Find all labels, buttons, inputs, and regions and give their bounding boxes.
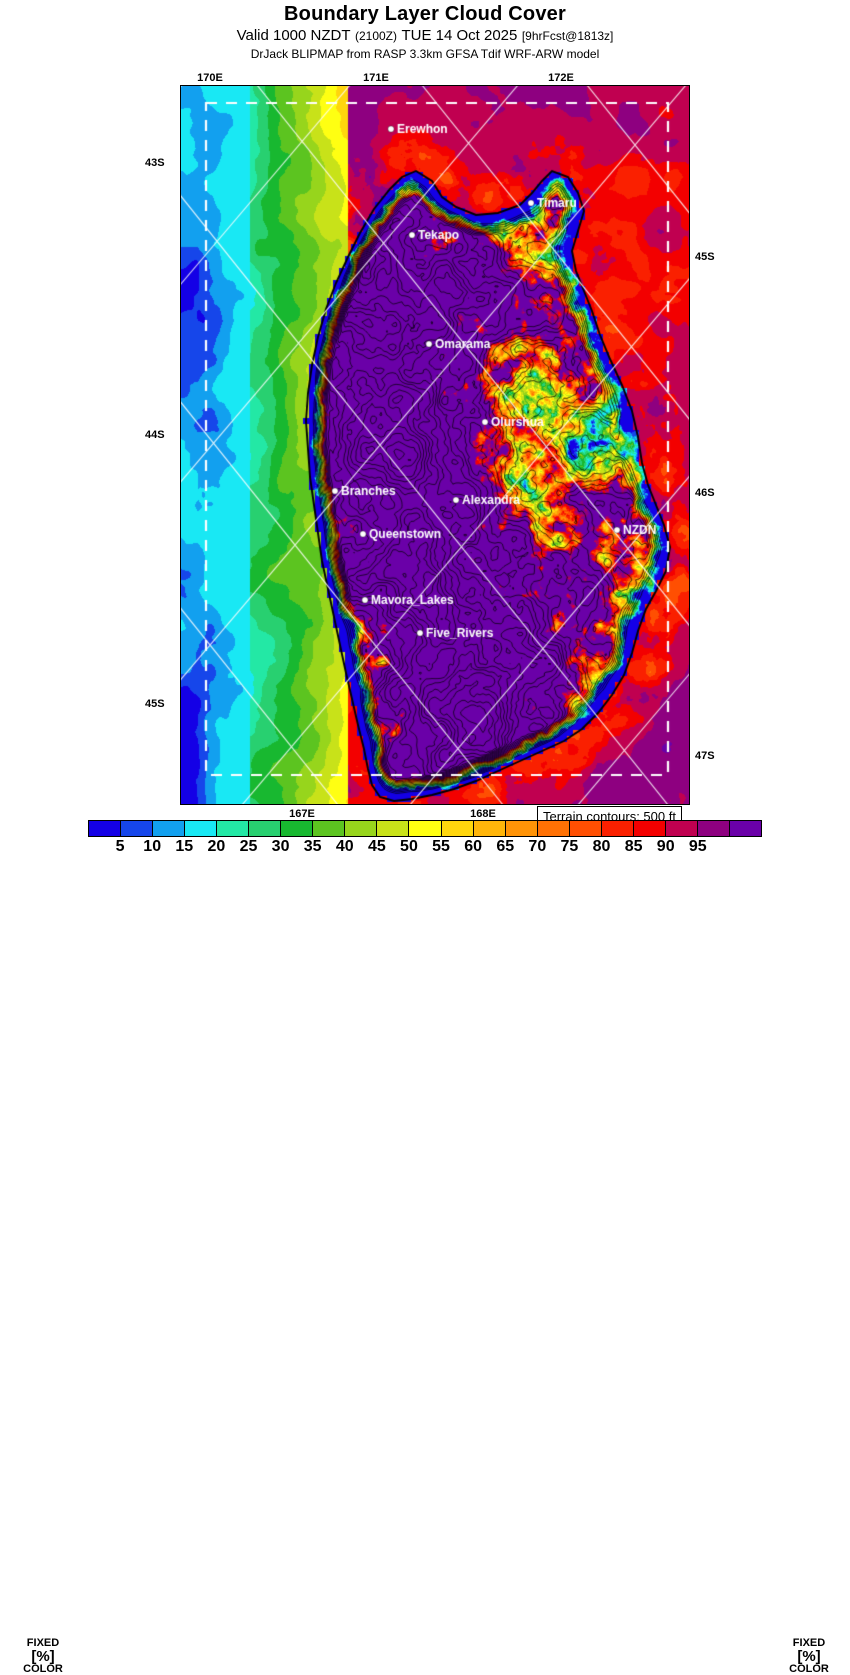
colorbar-swatch-11	[441, 821, 474, 836]
city-marker-omarama[interactable]	[425, 340, 434, 349]
colorbar-swatch-18	[665, 821, 698, 836]
colorbar-tick-80: 80	[592, 838, 611, 855]
percent-text-left: [%]	[31, 1648, 55, 1665]
colorbar-tick-65: 65	[496, 838, 515, 855]
colorbar-swatch-8	[345, 821, 378, 836]
colorbar-scale[interactable]	[88, 820, 762, 837]
city-marker-nzdn[interactable]	[613, 526, 622, 535]
colorbar-swatch-10	[409, 821, 442, 836]
colorbar-swatch-1	[121, 821, 154, 836]
colorbar-tick-10: 10	[143, 838, 162, 855]
lat-label-left-44S: 44S	[145, 429, 165, 441]
forecast-tag: [9hrFcst@1813z]	[521, 29, 614, 43]
colorbar-fixed-label-right: FIXED [%] COLOR	[778, 1638, 840, 1675]
valid-time-prefix: Valid 1000 NZDT	[236, 27, 351, 44]
lon-label-172E: 172E	[548, 72, 574, 84]
colorbar-swatch-7	[313, 821, 346, 836]
colorbar-swatch-0	[89, 821, 122, 836]
city-marker-alexandra[interactable]	[452, 496, 461, 505]
colorbar-swatch-20	[729, 821, 761, 836]
fixed-text-right: FIXED	[792, 1637, 826, 1649]
colorbar-tick-35: 35	[303, 838, 322, 855]
colorbar-tick-45: 45	[367, 838, 386, 855]
colorbar-tick-15: 15	[175, 838, 194, 855]
valid-date: TUE 14 Oct 2025	[401, 27, 518, 44]
lon-label-171E: 171E	[363, 72, 389, 84]
colorbar-tick-90: 90	[656, 838, 675, 855]
colorbar-swatch-15	[569, 821, 602, 836]
colorbar-swatch-13	[505, 821, 538, 836]
cloud-cover-heatmap[interactable]	[180, 85, 690, 805]
colorbar-swatch-12	[473, 821, 506, 836]
city-marker-queenstown[interactable]	[359, 530, 368, 539]
lat-label-left-45S: 45S	[145, 698, 165, 710]
colorbar-tick-30: 30	[271, 838, 290, 855]
valid-time-utc: (2100Z)	[354, 29, 398, 43]
colorbar-swatch-16	[601, 821, 634, 836]
lon-label-168E: 168E	[470, 808, 496, 820]
lat-label-left-43S: 43S	[145, 157, 165, 169]
lat-label-right-45S: 45S	[695, 251, 715, 263]
colorbar-tick-75: 75	[560, 838, 579, 855]
colorbar-tick-85: 85	[624, 838, 643, 855]
city-marker-timaru[interactable]	[527, 199, 536, 208]
colorbar-swatch-3	[185, 821, 218, 836]
colorbar-tick-95: 95	[688, 838, 707, 855]
city-marker-branches[interactable]	[331, 487, 340, 496]
colorbar-swatch-9	[377, 821, 410, 836]
colorbar-tick-labels: 5 10 15 20 25 30 35 40 45 50 55 60 65 70 75 80 85 90 95	[88, 838, 762, 858]
colorbar-swatch-5	[249, 821, 282, 836]
city-marker-five_rivers[interactable]	[416, 629, 425, 638]
model-description: DrJack BLIPMAP from RASP 3.3km GFSA Tdif…	[250, 47, 600, 61]
colorbar-swatch-2	[153, 821, 186, 836]
page-title: Boundary Layer Cloud Cover	[284, 3, 566, 25]
weather-map[interactable]	[180, 85, 690, 805]
lon-label-167E: 167E	[289, 808, 315, 820]
colorbar-section: FIXED [%] COLOR 5 10 15 20 25 30 35 40 45 50 55 60 6…	[0, 820, 850, 1675]
valid-time-line: Valid 1000 NZDT (2100Z) TUE 14 Oct 2025 …	[0, 26, 850, 46]
colorbar-tick-5: 5	[115, 838, 125, 855]
fixed-text-left: FIXED	[26, 1637, 60, 1649]
colorbar-tick-70: 70	[528, 838, 547, 855]
lon-label-170E: 170E	[197, 72, 223, 84]
color-text-right: COLOR	[789, 1663, 829, 1675]
colorbar-fixed-label-left: FIXED [%] COLOR	[12, 1638, 74, 1675]
color-text-left: COLOR	[23, 1663, 63, 1675]
colorbar-swatch-14	[537, 821, 570, 836]
colorbar-tick-50: 50	[400, 838, 418, 855]
colorbar-tick-60: 60	[464, 838, 483, 855]
chart-header: Boundary Layer Cloud Cover Valid 1000 NZ…	[0, 0, 850, 62]
colorbar-tick-25: 25	[239, 838, 258, 855]
colorbar-tick-20: 20	[207, 838, 226, 855]
city-marker-olurshua[interactable]	[481, 418, 490, 427]
colorbar-tick-55: 55	[432, 838, 450, 855]
colorbar-swatch-4	[217, 821, 250, 836]
city-marker-tekapo[interactable]	[408, 231, 417, 240]
city-marker-erewhon[interactable]	[387, 125, 396, 134]
percent-text-right: [%]	[797, 1648, 821, 1665]
colorbar-swatch-19	[697, 821, 730, 836]
colorbar-swatch-17	[633, 821, 666, 836]
colorbar-tick-40: 40	[335, 838, 354, 855]
lat-label-right-46S: 46S	[695, 487, 715, 499]
city-marker-mavora_lakes[interactable]	[361, 596, 370, 605]
colorbar-swatch-6	[281, 821, 314, 836]
lat-label-right-47S: 47S	[695, 750, 715, 762]
